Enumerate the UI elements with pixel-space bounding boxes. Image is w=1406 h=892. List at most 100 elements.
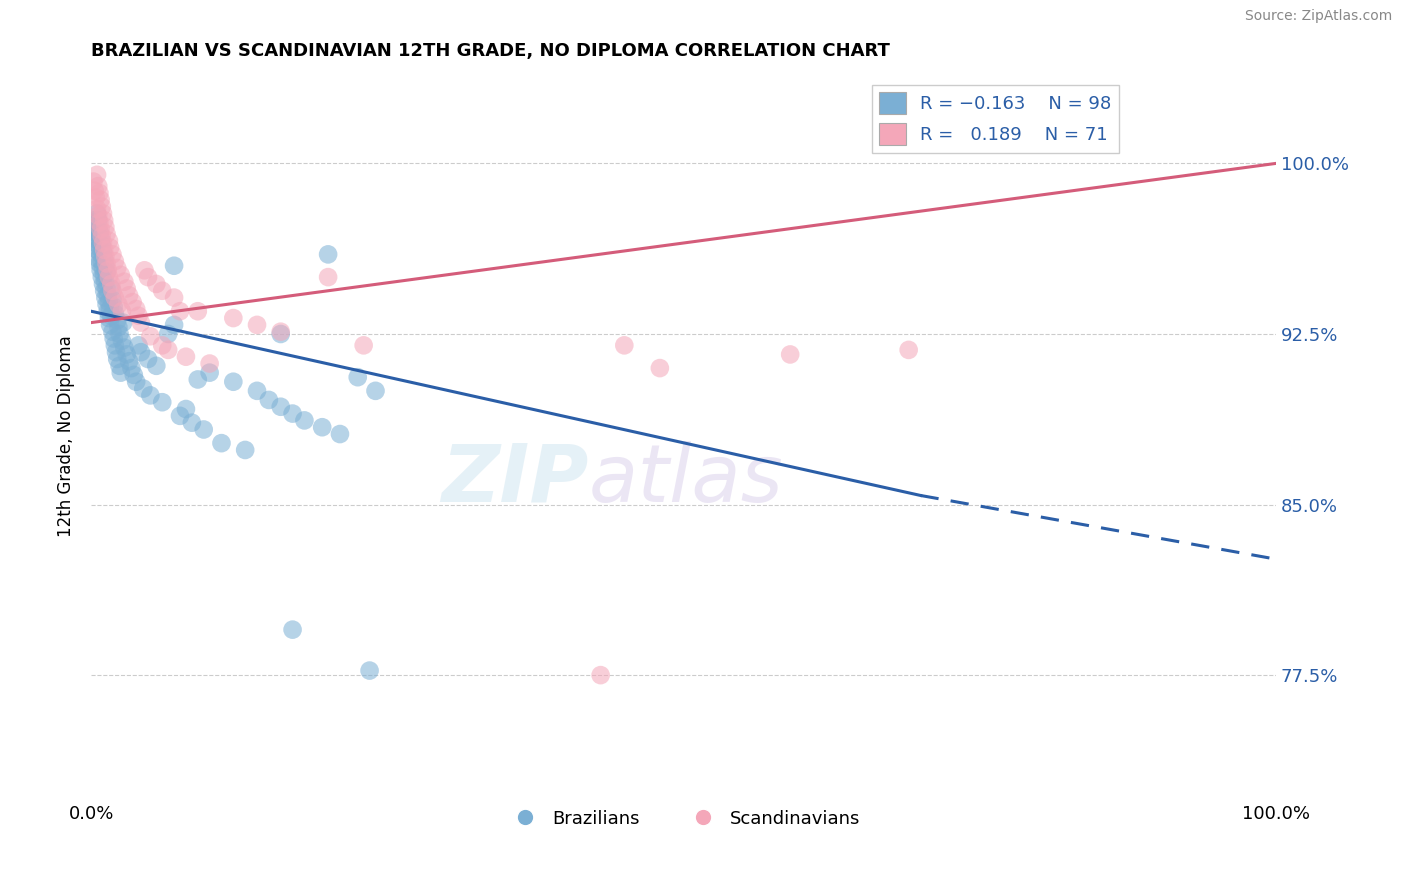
Point [157,326,180,341]
Point [169,304,191,318]
Point [174,350,197,364]
Point [87,179,110,194]
Point [163,318,186,332]
Point [90,231,112,245]
Point [121,295,143,310]
Point [198,357,221,371]
Point [316,270,339,285]
Point [115,347,138,361]
Point [83,175,105,189]
Point [107,297,129,311]
Point [91,277,114,291]
Point [101,247,124,261]
Point [104,306,127,320]
Point [90,263,112,277]
Point [270,400,292,414]
Point [281,407,304,421]
Point [359,664,381,678]
Point [145,277,167,291]
Point [96,281,118,295]
Point [94,275,117,289]
Point [187,304,209,318]
Point [86,202,108,216]
Point [96,256,118,270]
Point [353,338,375,352]
Point [94,220,117,235]
Point [98,301,121,316]
Point [136,270,159,285]
Point [115,281,138,295]
Point [84,190,107,204]
Point [174,402,197,417]
Point [103,332,125,346]
Point [169,409,191,423]
Point [163,291,186,305]
Point [150,338,173,352]
Point [122,368,145,382]
Point [94,259,117,273]
Point [91,260,114,275]
Point [100,309,122,323]
Point [105,345,128,359]
Point [125,301,148,316]
Point [139,388,162,402]
Point [211,436,233,450]
Point [93,284,115,298]
Point [86,225,108,239]
Point [96,297,118,311]
Point [136,351,159,366]
Point [103,300,125,314]
Point [93,213,115,227]
Point [346,370,368,384]
Point [157,343,180,357]
Point [364,384,387,398]
Text: ZIP: ZIP [441,441,589,519]
Point [87,213,110,227]
Point [222,375,245,389]
Point [125,375,148,389]
Point [91,206,114,220]
Point [779,347,801,361]
Point [93,268,115,282]
Point [100,277,122,291]
Point [86,206,108,220]
Point [93,243,115,257]
Legend: Brazilians, Scandinavians: Brazilians, Scandinavians [499,803,868,835]
Point [150,395,173,409]
Point [87,209,110,223]
Point [180,416,202,430]
Point [105,260,128,275]
Point [110,366,132,380]
Point [222,311,245,326]
Point [105,313,128,327]
Point [118,288,141,302]
Point [128,309,150,323]
Point [193,423,215,437]
Point [97,270,120,285]
Point [270,325,292,339]
Point [101,325,124,339]
Point [316,247,339,261]
Point [104,254,127,268]
Point [294,413,316,427]
Point [94,291,117,305]
Point [94,250,117,264]
Point [246,318,269,332]
Point [90,254,112,268]
Point [101,284,124,298]
Point [233,442,256,457]
Point [83,184,105,198]
Point [132,382,155,396]
Point [107,320,129,334]
Point [90,238,112,252]
Point [104,338,127,352]
Point [97,288,120,302]
Point [128,338,150,352]
Point [87,234,110,248]
Point [93,252,115,266]
Point [97,295,120,310]
Point [83,229,105,244]
Point [187,372,209,386]
Point [89,256,111,270]
Point [91,235,114,250]
